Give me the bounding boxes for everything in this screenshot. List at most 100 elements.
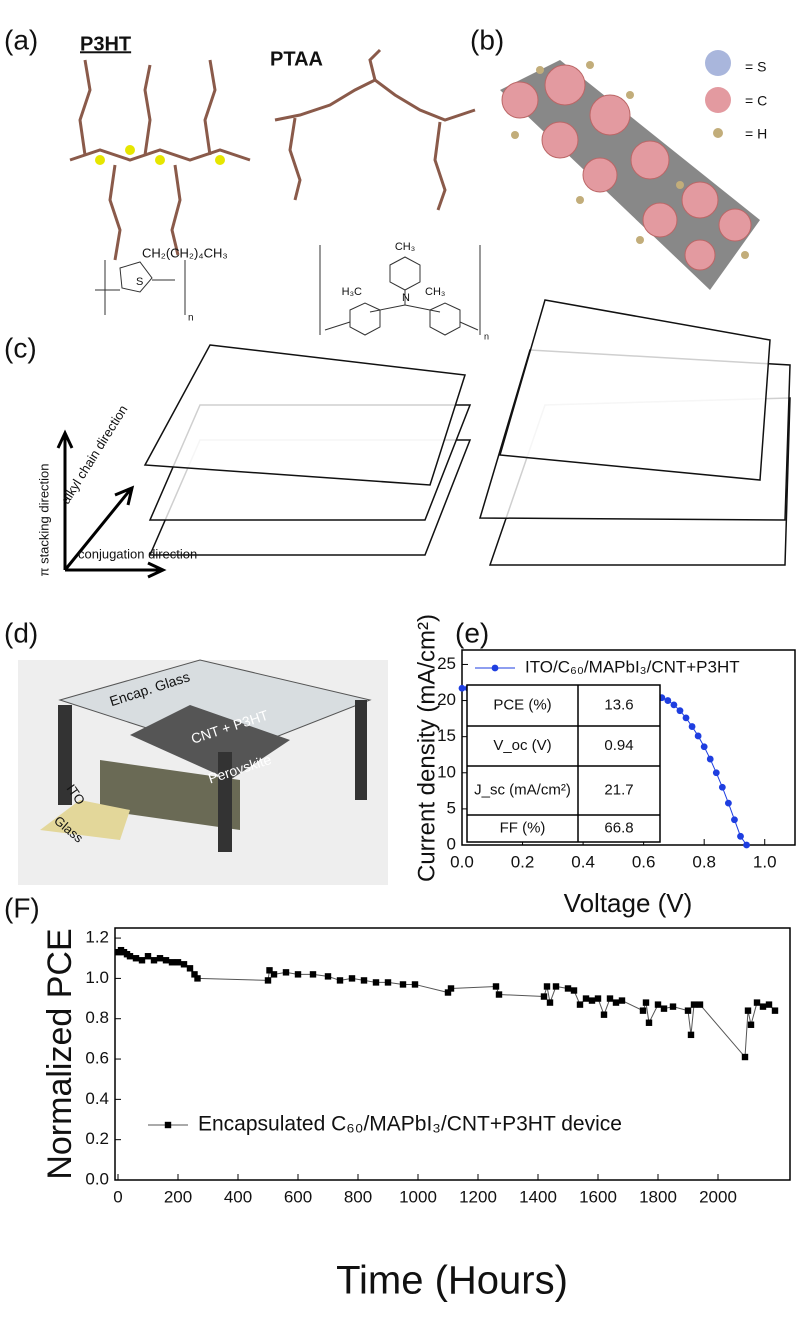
x-axis-label: Voltage (V): [564, 888, 693, 918]
data-point: [271, 971, 277, 977]
x-tick-label: 1600: [579, 1187, 617, 1206]
stacking-planes: [145, 300, 790, 565]
data-point: [685, 1007, 691, 1013]
data-point: [325, 973, 331, 979]
data-point: [448, 985, 454, 991]
formula-text: H₃C: [342, 286, 362, 298]
table-cell: V_oc (V): [493, 737, 551, 754]
y-axis-label: Current density (mA/cm²): [413, 614, 440, 882]
table-cell: FF (%): [500, 819, 546, 836]
data-point: [187, 965, 193, 971]
data-point: [691, 1001, 697, 1007]
data-point: [760, 1003, 766, 1009]
data-point: [577, 1001, 583, 1007]
data-point: [127, 953, 133, 959]
data-point: [643, 999, 649, 1005]
data-point: [664, 697, 671, 704]
data-point: [754, 999, 760, 1005]
data-point: [701, 743, 708, 750]
x-tick-label: 600: [284, 1187, 312, 1206]
table-cell: PCE (%): [493, 696, 551, 713]
data-point: [772, 1007, 778, 1013]
data-point: [713, 769, 720, 776]
data-point: [565, 985, 571, 991]
data-point: [459, 685, 466, 692]
figure: (a) P3HT PTAA CH₂(CH₂)₄CH₃ S n CH₃ H₃C C…: [0, 0, 798, 1320]
legend-atom: [705, 87, 731, 113]
data-point: [695, 733, 702, 740]
x-tick-label: 0.2: [511, 852, 535, 871]
formula-text: n: [484, 331, 489, 341]
data-point: [731, 816, 738, 823]
molecule-name: P3HT: [80, 33, 131, 55]
legend-text: Encapsulated C₆₀/MAPbI₃/CNT+P3HT device: [198, 1113, 622, 1136]
x-tick-label: 0.4: [571, 852, 595, 871]
data-point: [748, 1022, 754, 1028]
x-tick-label: 2000: [699, 1187, 737, 1206]
x-tick-label: 0: [113, 1187, 122, 1206]
x-tick-label: 1800: [639, 1187, 677, 1206]
data-point: [613, 999, 619, 1005]
panel-label: (b): [470, 24, 504, 55]
data-point: [265, 977, 271, 983]
data-point: [553, 983, 559, 989]
formula-text: CH₂(CH₂)₄CH₃: [142, 245, 228, 260]
formula-text: S: [136, 276, 143, 288]
data-point: [400, 981, 406, 987]
x-tick-label: 1.0: [753, 852, 777, 871]
legend-text: = C: [745, 93, 767, 109]
y-tick-label: 0.2: [85, 1129, 109, 1148]
data-point: [689, 723, 696, 730]
data-point: [163, 957, 169, 963]
data-point: [640, 1007, 646, 1013]
data-point: [295, 971, 301, 977]
data-point: [589, 997, 595, 1003]
molecule-name: PTAA: [270, 48, 323, 70]
axis-text: π stacking direction: [36, 463, 51, 576]
x-tick-label: 800: [344, 1187, 372, 1206]
data-point: [181, 961, 187, 967]
data-point: [169, 959, 175, 965]
data-point: [175, 959, 181, 965]
legend-text: = S: [745, 59, 766, 75]
data-point: [496, 991, 502, 997]
panel-label: (e): [455, 617, 489, 648]
data-point: [619, 997, 625, 1003]
data-point: [151, 957, 157, 963]
data-point: [337, 977, 343, 983]
panel-label: (c): [4, 332, 37, 363]
data-point: [683, 714, 690, 721]
data-point: [133, 955, 139, 961]
x-tick-label: 0.0: [450, 852, 474, 871]
axis-text: alkyl chain direction: [58, 402, 131, 506]
data-point: [145, 953, 151, 959]
data-point: [310, 971, 316, 977]
data-point: [541, 993, 547, 999]
data-point: [412, 981, 418, 987]
plot-frame: [115, 928, 790, 1180]
y-tick-label: 5: [447, 798, 456, 817]
data-point: [349, 975, 355, 981]
data-point: [373, 979, 379, 985]
table-cell: 66.8: [604, 819, 633, 836]
panel-label: (F): [4, 892, 40, 923]
legend-text: ITO/C₆₀/MAPbI₃/CNT+P3HT: [525, 657, 740, 676]
ptaa-model: [275, 50, 475, 210]
y-tick-label: 0.8: [85, 1008, 109, 1027]
formula-text: CH₃: [425, 286, 445, 298]
y-tick-label: 0.4: [85, 1089, 109, 1108]
data-point: [283, 969, 289, 975]
data-point: [571, 987, 577, 993]
data-point: [601, 1011, 607, 1017]
data-point: [646, 1020, 652, 1026]
data-point: [725, 800, 732, 807]
data-point: [688, 1032, 694, 1038]
formula-text: CH₃: [395, 241, 415, 253]
data-point: [361, 977, 367, 983]
data-point: [719, 784, 726, 791]
data-point: [595, 995, 601, 1001]
legend-text: = H: [745, 126, 767, 142]
data-point: [157, 955, 163, 961]
data-point: [743, 842, 750, 849]
data-point: [583, 995, 589, 1001]
